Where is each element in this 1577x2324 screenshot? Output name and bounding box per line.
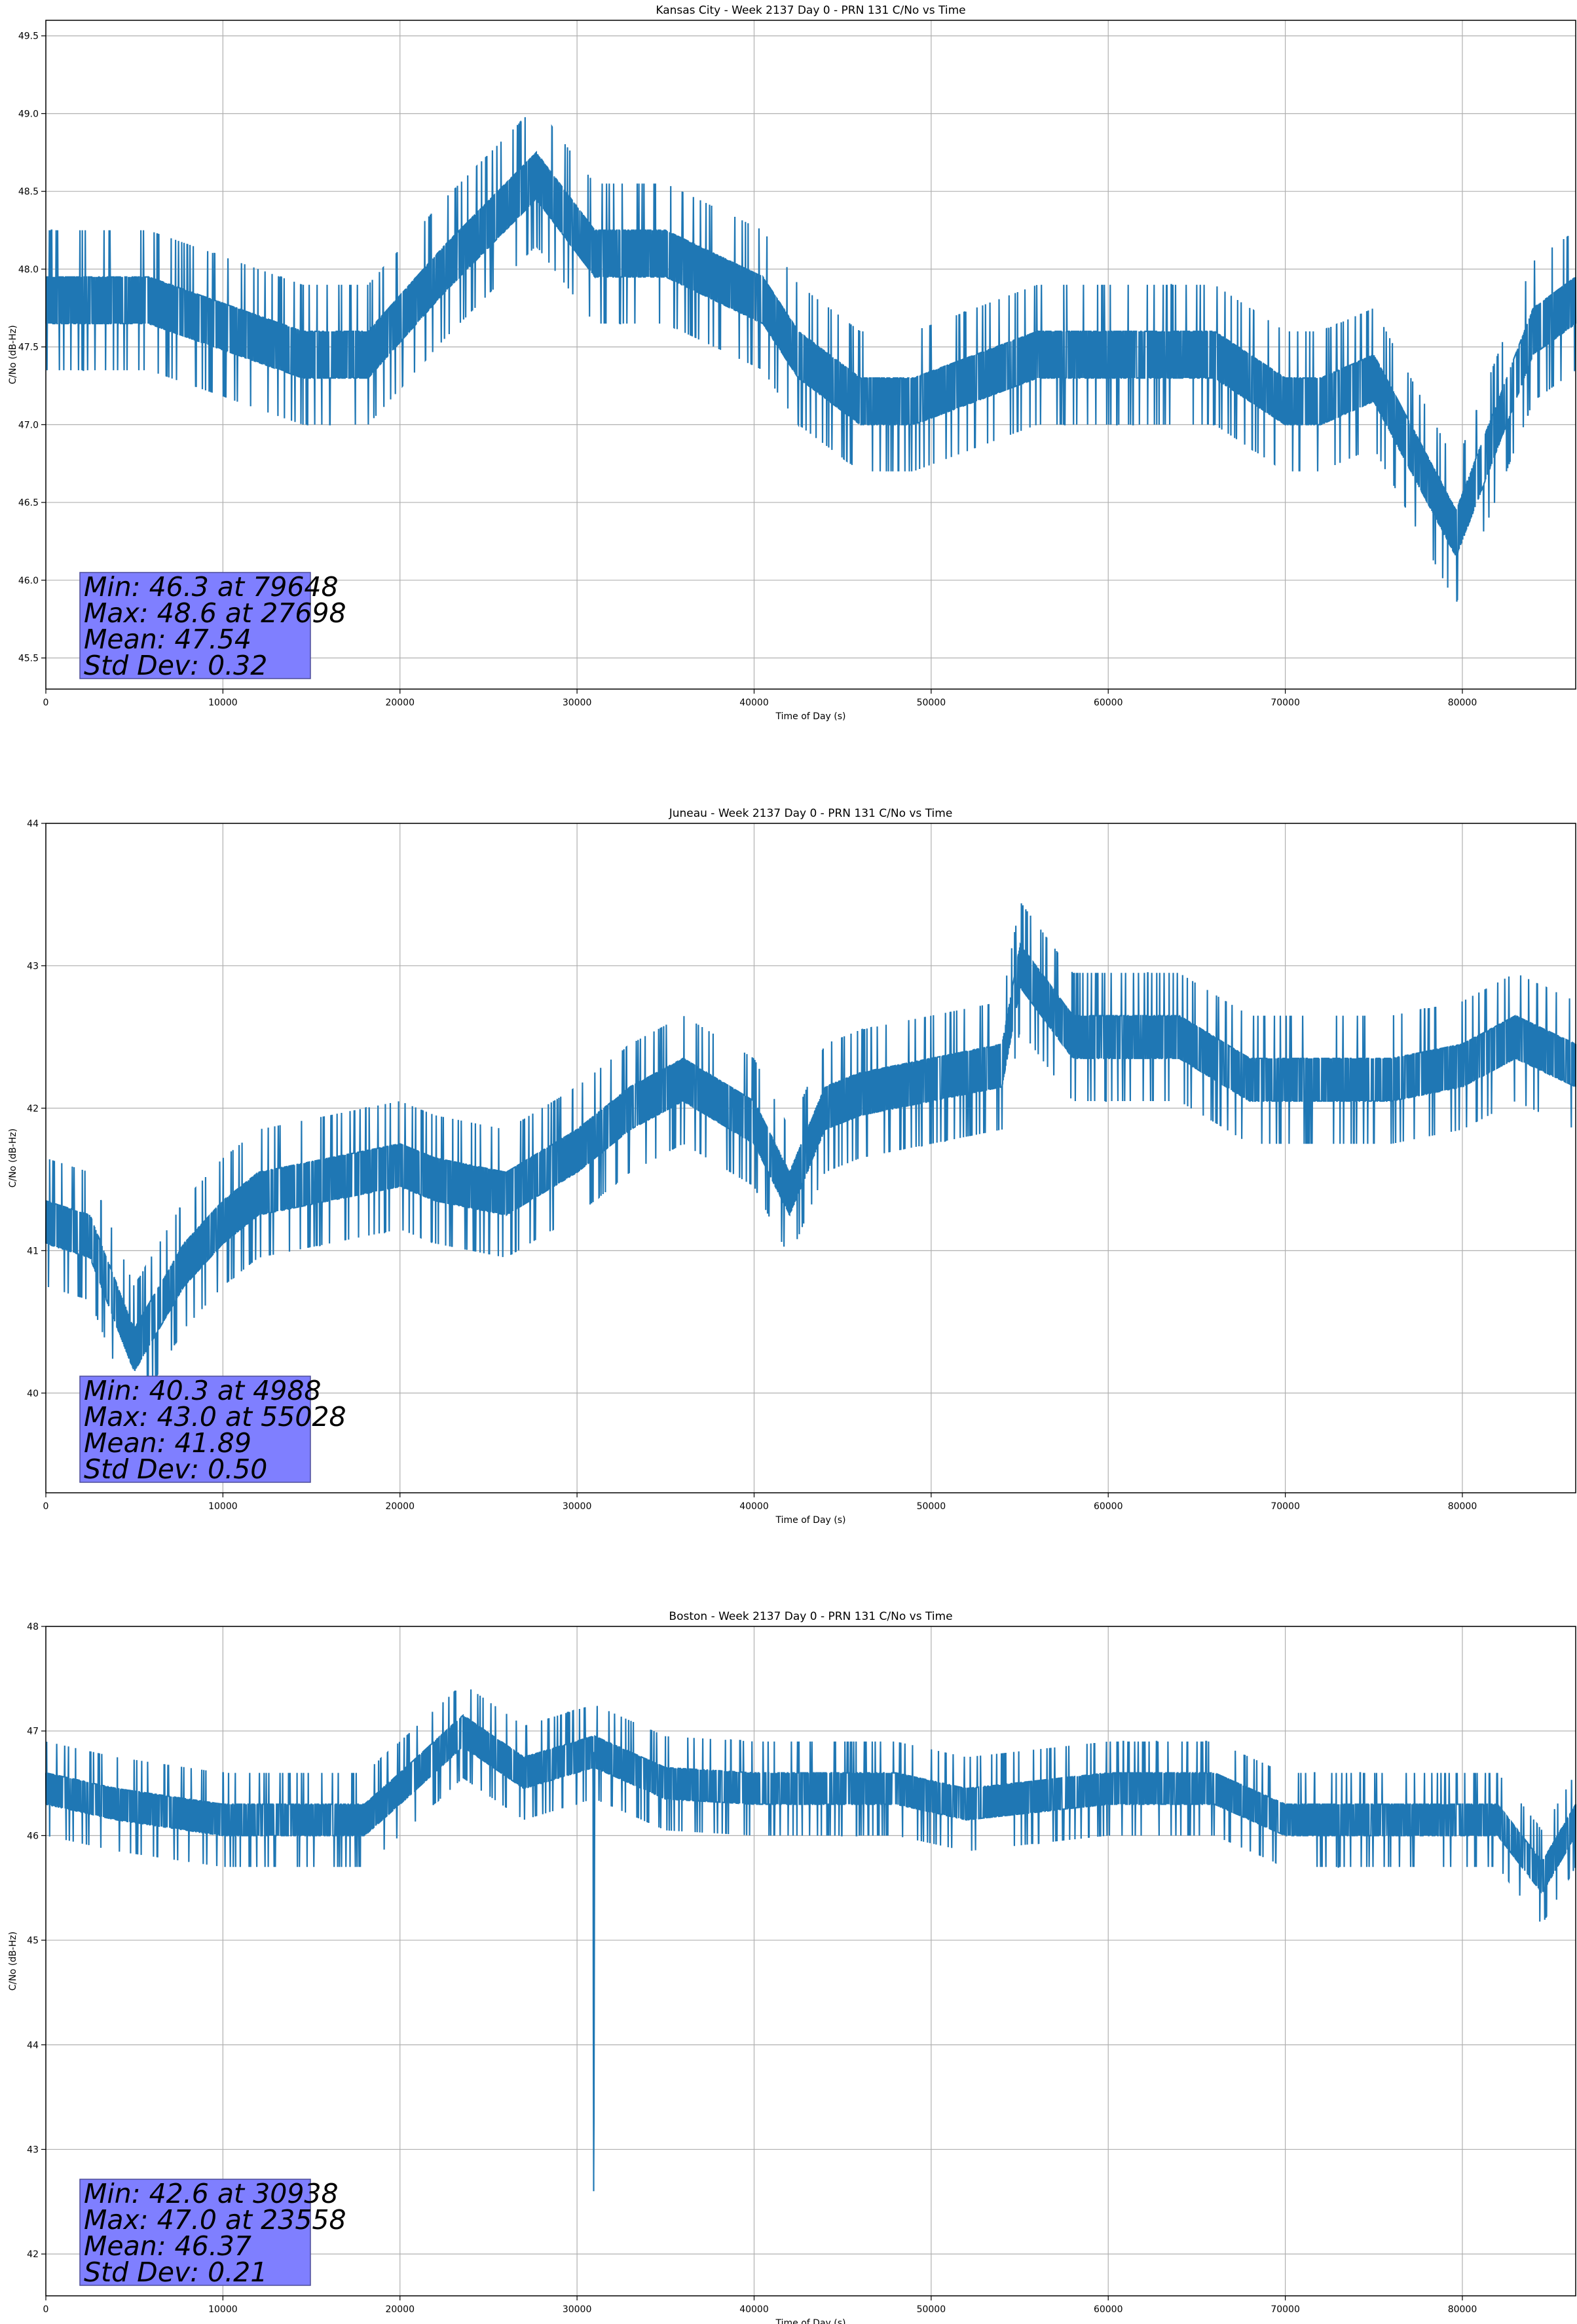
x-tick-label: 40000 xyxy=(739,2304,769,2315)
y-tick-label: 44 xyxy=(27,2040,39,2051)
x-tick-label: 30000 xyxy=(563,2304,592,2315)
series-line xyxy=(45,1689,1577,2192)
chart-title: Boston - Week 2137 Day 0 - PRN 131 C/No … xyxy=(669,1610,952,1623)
y-tick-label: 46.5 xyxy=(18,498,39,508)
x-tick-label: 50000 xyxy=(917,2304,946,2315)
y-tick-label: 49.5 xyxy=(18,31,39,42)
stats-max-text: Max: 47.0 at 23558 xyxy=(84,2204,346,2236)
y-tick-label: 40 xyxy=(27,1389,39,1399)
y-tick-label: 46.0 xyxy=(18,576,39,586)
y-tick-label: 48.5 xyxy=(18,187,39,197)
x-tick-label: 20000 xyxy=(385,1501,415,1512)
x-tick-label: 40000 xyxy=(739,1501,769,1512)
y-tick-label: 48 xyxy=(27,1622,39,1632)
series-line xyxy=(45,903,1577,1392)
stats-std-text: Std Dev: 0.32 xyxy=(84,650,267,681)
x-tick-label: 0 xyxy=(43,698,49,708)
chart-2: 0 10000 20000 30000 40000 50000 60000 70000 8000… xyxy=(8,807,1577,1526)
stats-mean-text: Mean: 41.89 xyxy=(84,1427,251,1459)
axes-frame xyxy=(45,1626,1576,2296)
x-axis-label: Time of Day (s) xyxy=(775,2318,846,2324)
y-tick-label: 49.0 xyxy=(18,109,39,119)
y-tick-label: 46 xyxy=(27,1831,39,1841)
x-axis-label: Time of Day (s) xyxy=(775,1515,846,1526)
x-tick-label: 50000 xyxy=(917,1501,946,1512)
chart-1: 0 10000 20000 30000 40000 50000 60000 70000 8000… xyxy=(8,4,1577,722)
axes-frame xyxy=(45,823,1576,1493)
y-tick-label: 43 xyxy=(27,961,39,971)
stats-max-text: Max: 48.6 at 27698 xyxy=(84,597,346,629)
stats-box-background xyxy=(79,2179,311,2286)
axes-frame xyxy=(45,20,1576,690)
stats-std-text: Std Dev: 0.50 xyxy=(84,1453,267,1485)
y-tick-label: 48.0 xyxy=(18,265,39,275)
x-tick-label: 30000 xyxy=(563,698,592,708)
x-tick-label: 0 xyxy=(43,1501,49,1512)
y-axis-label: C/No (dB-Hz) xyxy=(8,325,18,384)
x-tick-label: 70000 xyxy=(1271,698,1300,708)
y-axis-label: C/No (dB-Hz) xyxy=(8,1932,18,1991)
stats-min-text: Min: 46.3 at 79648 xyxy=(84,571,339,603)
x-tick-label: 70000 xyxy=(1271,2304,1300,2315)
x-tick-label: 60000 xyxy=(1094,1501,1123,1512)
chart-title: Kansas City - Week 2137 Day 0 - PRN 131 … xyxy=(656,4,965,17)
chart-title: Juneau - Week 2137 Day 0 - PRN 131 C/No … xyxy=(669,807,953,820)
x-tick-label: 10000 xyxy=(208,2304,238,2315)
x-tick-label: 80000 xyxy=(1448,698,1477,708)
x-tick-label: 70000 xyxy=(1271,1501,1300,1512)
y-axis-label: C/No (dB-Hz) xyxy=(8,1129,18,1188)
chart-3: 0 10000 20000 30000 40000 50000 60000 70000 8000… xyxy=(8,1610,1577,2324)
x-tick-label: 60000 xyxy=(1094,2304,1123,2315)
stats-box-background xyxy=(79,572,311,679)
x-tick-label: 20000 xyxy=(385,2304,415,2315)
y-tick-label: 43 xyxy=(27,2145,39,2155)
x-tick-label: 0 xyxy=(43,2304,49,2315)
series-line xyxy=(45,117,1577,602)
x-axis-label: Time of Day (s) xyxy=(775,711,846,722)
y-tick-label: 45 xyxy=(27,1936,39,1946)
y-tick-label: 47 xyxy=(27,1727,39,1737)
x-tick-label: 60000 xyxy=(1094,698,1123,708)
x-tick-label: 80000 xyxy=(1448,1501,1477,1512)
y-tick-label: 41 xyxy=(27,1246,39,1256)
stats-min-text: Min: 42.6 at 30938 xyxy=(84,2178,339,2209)
stats-max-text: Max: 43.0 at 55028 xyxy=(84,1401,346,1433)
x-tick-label: 40000 xyxy=(739,698,769,708)
stats-box-background xyxy=(79,1376,311,1483)
y-tick-label: 42 xyxy=(27,2249,39,2260)
y-tick-label: 42 xyxy=(27,1104,39,1114)
y-tick-label: 47.0 xyxy=(18,420,39,430)
x-tick-label: 30000 xyxy=(563,1501,592,1512)
stats-mean-text: Mean: 46.37 xyxy=(84,2230,251,2262)
stats-mean-text: Mean: 47.54 xyxy=(84,624,251,655)
x-tick-label: 10000 xyxy=(208,1501,238,1512)
y-tick-label: 44 xyxy=(27,819,39,829)
x-tick-label: 20000 xyxy=(385,698,415,708)
y-tick-label: 47.5 xyxy=(18,343,39,353)
stats-min-text: Min: 40.3 at 4988 xyxy=(84,1375,322,1406)
stats-std-text: Std Dev: 0.21 xyxy=(84,2257,267,2288)
x-tick-label: 50000 xyxy=(917,698,946,708)
x-tick-label: 10000 xyxy=(208,698,238,708)
x-tick-label: 80000 xyxy=(1448,2304,1477,2315)
y-tick-label: 45.5 xyxy=(18,654,39,664)
